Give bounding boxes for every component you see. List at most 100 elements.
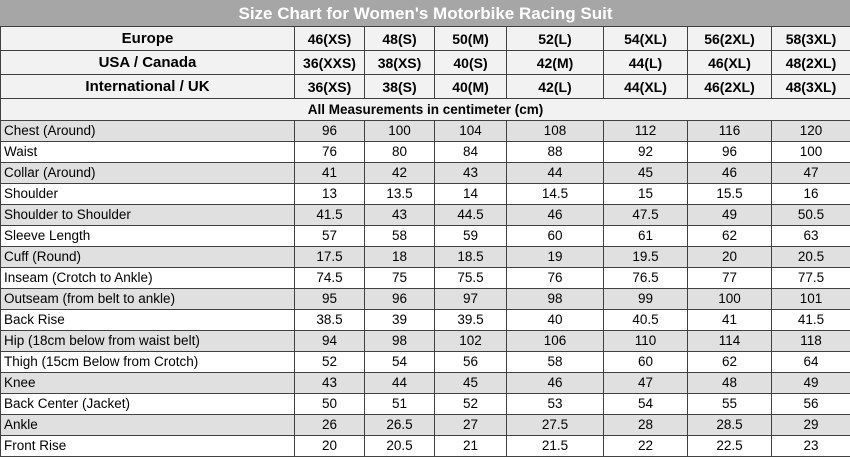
- measurement-value: 46: [506, 204, 604, 226]
- table-row: Collar (Around) 41 42 43 44 45 46 47 48: [0, 162, 850, 184]
- measurement-value: 20.5: [771, 246, 850, 268]
- measurement-value: 74.5: [294, 267, 365, 289]
- measurement-value: 98: [506, 288, 604, 310]
- measurement-value: 41: [294, 162, 365, 184]
- measurement-value: 52: [294, 351, 365, 373]
- measurement-value: 96: [687, 141, 772, 163]
- measurement-value: 46: [506, 372, 604, 394]
- measurement-value: 13.5: [364, 183, 435, 205]
- size-cell-usa-3: 42(M): [506, 50, 604, 75]
- size-cell-usa-1: 38(XS): [364, 50, 435, 75]
- table-row: Thigh (15cm Below from Crotch) 52 54 56 …: [0, 351, 850, 373]
- measurement-label: Hip (18cm below from waist belt): [0, 330, 295, 352]
- measurement-value: 61: [603, 225, 688, 247]
- measurement-label: Back Center (Jacket): [0, 393, 295, 415]
- size-cell-intl-3: 42(L): [506, 74, 604, 99]
- measurement-value: 48: [687, 372, 772, 394]
- region-label-europe: Europe: [0, 26, 295, 51]
- measurement-value: 76: [506, 267, 604, 289]
- size-cell-intl-2: 40(M): [434, 74, 507, 99]
- measurement-value: 54: [603, 393, 688, 415]
- measurement-value: 43: [364, 204, 435, 226]
- measurement-value: 13: [294, 183, 365, 205]
- measurement-value: 62: [687, 351, 772, 373]
- table-row: Chest (Around) 96 100 104 108 112 116 12…: [0, 120, 850, 142]
- chart-title-row: Size Chart for Women's Motorbike Racing …: [0, 0, 850, 27]
- measurement-value: 98: [364, 330, 435, 352]
- measurement-value: 40.5: [603, 309, 688, 331]
- table-row: Knee 43 44 45 46 47 48 49 50: [0, 372, 850, 394]
- measurement-value: 47: [603, 372, 688, 394]
- measurement-value: 76: [294, 141, 365, 163]
- measurement-value: 51: [364, 393, 435, 415]
- measurement-value: 49: [771, 372, 850, 394]
- measurement-value: 57: [294, 225, 365, 247]
- measurement-value: 18: [364, 246, 435, 268]
- measurement-value: 75.5: [434, 267, 507, 289]
- measurement-value: 77: [687, 267, 772, 289]
- table-row: Shoulder 13 13.5 14 14.5 15 15.5 16 16.5: [0, 183, 850, 205]
- measurement-label: Collar (Around): [0, 162, 295, 184]
- measurement-value: 21: [434, 435, 507, 457]
- region-label-international-uk: International / UK: [0, 74, 295, 99]
- measurement-value: 26: [294, 414, 365, 436]
- measurement-label: Inseam (Crotch to Ankle): [0, 267, 295, 289]
- measurement-value: 84: [434, 141, 507, 163]
- measurement-value: 56: [771, 393, 850, 415]
- measurement-value: 15.5: [687, 183, 772, 205]
- measurement-label: Knee: [0, 372, 295, 394]
- measurement-value: 99: [603, 288, 688, 310]
- measurement-value: 97: [434, 288, 507, 310]
- measurement-label: Thigh (15cm Below from Crotch): [0, 351, 295, 373]
- measurement-value: 76.5: [603, 267, 688, 289]
- table-row: Shoulder to Shoulder 41.5 43 44.5 46 47.…: [0, 204, 850, 226]
- measurement-value: 39.5: [434, 309, 507, 331]
- measurement-value: 15: [603, 183, 688, 205]
- measurement-value: 59: [434, 225, 507, 247]
- measurement-value: 41.5: [771, 309, 850, 331]
- measurement-value: 101: [771, 288, 850, 310]
- measurement-label: Ankle: [0, 414, 295, 436]
- measurement-value: 114: [687, 330, 772, 352]
- size-cell-europe-2: 50(M): [434, 26, 507, 51]
- measurement-value: 47.5: [603, 204, 688, 226]
- measurement-value: 58: [506, 351, 604, 373]
- measurement-value: 45: [603, 162, 688, 184]
- measurement-value: 44: [506, 162, 604, 184]
- measurement-value: 110: [603, 330, 688, 352]
- measurement-value: 27.5: [506, 414, 604, 436]
- measurement-value: 23: [771, 435, 850, 457]
- measurement-label: Back Rise: [0, 309, 295, 331]
- measurement-value: 100: [364, 120, 435, 142]
- measurement-value: 52: [434, 393, 507, 415]
- size-cell-usa-4: 44(L): [603, 50, 688, 75]
- size-row-international-uk: International / UK 36(XS) 38(S) 40(M) 42…: [0, 74, 850, 99]
- measurement-value: 45: [434, 372, 507, 394]
- size-cell-usa-0: 36(XXS): [294, 50, 365, 75]
- size-cell-europe-4: 54(XL): [603, 26, 688, 51]
- size-cell-europe-3: 52(L): [506, 26, 604, 51]
- size-cell-usa-5: 46(XL): [687, 50, 772, 75]
- measurement-value: 56: [434, 351, 507, 373]
- table-row: Back Center (Jacket) 50 51 52 53 54 55 5…: [0, 393, 850, 415]
- measurement-value: 88: [506, 141, 604, 163]
- measurement-value: 28.5: [687, 414, 772, 436]
- measurement-value: 53: [506, 393, 604, 415]
- measurement-label: Waist: [0, 141, 295, 163]
- measurement-label: Front Rise: [0, 435, 295, 457]
- measurement-value: 41.5: [294, 204, 365, 226]
- measurement-value: 22: [603, 435, 688, 457]
- measurement-label: Chest (Around): [0, 120, 295, 142]
- measurement-value: 94: [294, 330, 365, 352]
- measurement-value: 50.5: [771, 204, 850, 226]
- measurement-value: 26.5: [364, 414, 435, 436]
- measurement-value: 17.5: [294, 246, 365, 268]
- measurement-value: 47: [771, 162, 850, 184]
- size-cell-europe-6: 58(3XL): [771, 26, 850, 51]
- measurement-value: 60: [506, 225, 604, 247]
- measurement-value: 77.5: [771, 267, 850, 289]
- measurement-value: 54: [364, 351, 435, 373]
- measurement-value: 40: [506, 309, 604, 331]
- table-row: Back Rise 38.5 39 39.5 40 40.5 41 41.5 4…: [0, 309, 850, 331]
